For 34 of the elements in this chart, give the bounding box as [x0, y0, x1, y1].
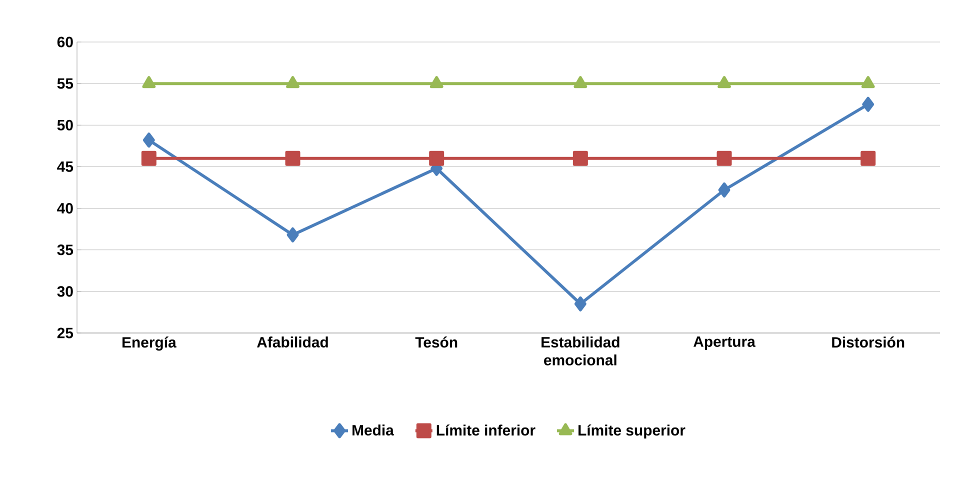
point: [574, 296, 586, 312]
y-tick-label: 60: [57, 36, 73, 48]
x-tick-label: Afabilidad: [257, 336, 328, 348]
y-tick-label: 35: [57, 244, 74, 256]
y-tick-label: 40: [57, 202, 73, 214]
x-tick-label: Tesón: [415, 336, 458, 348]
y-tick-label: 50: [57, 120, 73, 130]
point: [141, 150, 156, 166]
point: [430, 76, 444, 88]
point: [718, 76, 731, 88]
point: [142, 132, 155, 148]
point: [572, 150, 588, 166]
point: [429, 150, 444, 166]
x-tick-label: Estabilidad emocional: [542, 336, 620, 366]
y-tick-label: 25: [57, 328, 74, 338]
point: [718, 182, 730, 198]
legend-label: Límite inferior: [436, 424, 536, 436]
point: [862, 96, 874, 112]
y-tick-label: 55: [57, 78, 74, 89]
point: [716, 150, 732, 166]
point: [285, 150, 300, 166]
point: [286, 76, 300, 88]
point: [861, 76, 875, 88]
point: [286, 227, 299, 242]
point: [574, 76, 588, 88]
point: [142, 76, 156, 88]
legend-label: Media: [352, 424, 394, 436]
x-tick-label: Distorsión: [832, 336, 904, 348]
x-tick-label: Energía: [122, 336, 176, 351]
x-tick-label: Apertura: [693, 336, 756, 350]
point: [860, 150, 876, 166]
legend-label: Límite superior: [578, 424, 686, 439]
y-tick-label: 45: [57, 162, 74, 172]
y-tick-label: 30: [57, 286, 73, 297]
